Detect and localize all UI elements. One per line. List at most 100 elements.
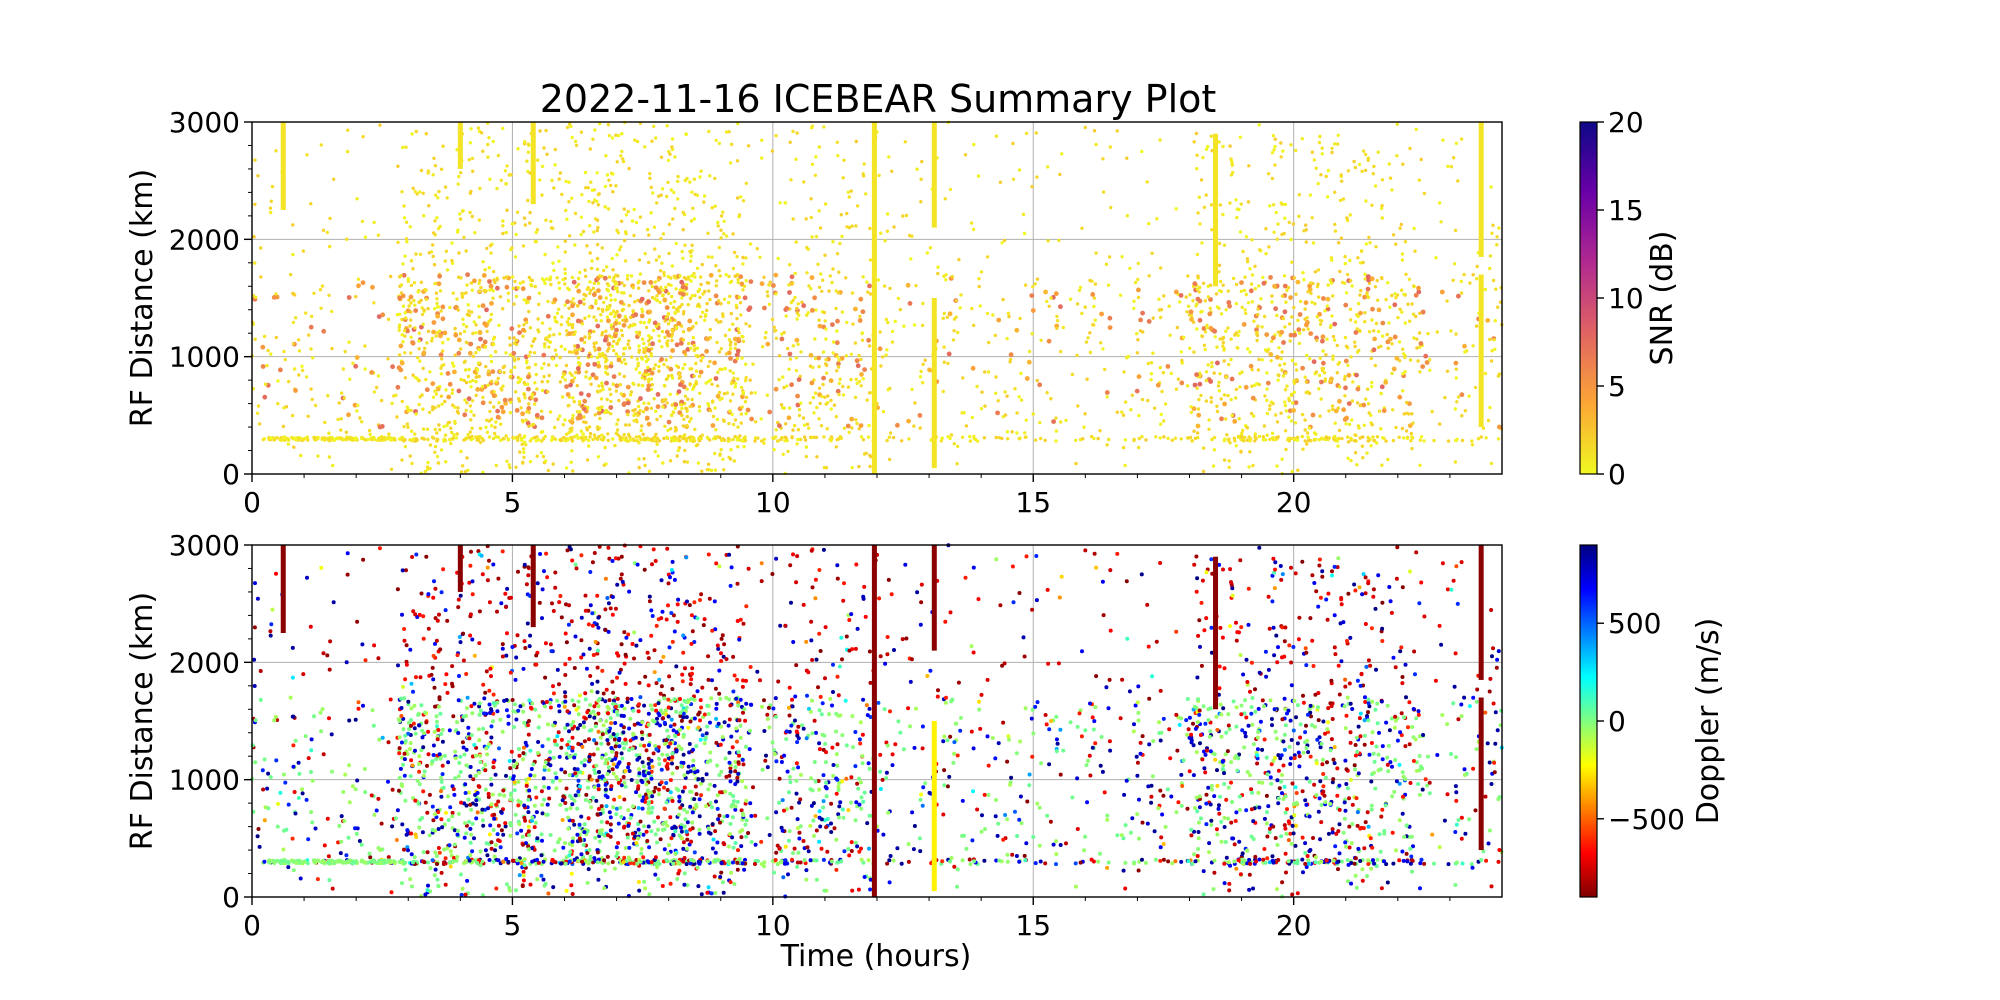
data-point — [1288, 339, 1292, 343]
data-point — [496, 153, 501, 158]
data-point — [1418, 311, 1422, 315]
chart-title: 2022-11-16 ICEBEAR Summary Plot — [540, 77, 1217, 121]
data-point — [1274, 210, 1279, 215]
data-point — [612, 348, 616, 353]
data-point — [400, 317, 404, 322]
data-point — [618, 299, 624, 305]
data-point — [688, 367, 692, 371]
data-point — [675, 325, 679, 330]
data-point — [1360, 444, 1365, 448]
data-point — [795, 311, 799, 315]
data-point — [734, 274, 738, 278]
data-point — [557, 307, 561, 311]
data-point — [869, 455, 873, 459]
data-point — [1446, 164, 1450, 169]
data-point — [1372, 164, 1376, 169]
data-point — [1017, 395, 1021, 399]
data-point — [728, 294, 732, 299]
colorbar-tick-label: 20 — [1608, 106, 1644, 139]
data-point — [972, 436, 976, 440]
data-point — [545, 313, 551, 319]
data-point — [1323, 309, 1327, 313]
data-point — [428, 370, 432, 374]
data-point — [500, 549, 505, 554]
data-point — [1033, 282, 1037, 286]
data-point — [971, 227, 976, 232]
data-point — [1382, 828, 1387, 833]
data-point — [506, 291, 511, 295]
data-point — [584, 186, 588, 190]
data-point — [386, 317, 391, 321]
data-point — [1325, 296, 1331, 302]
data-point — [431, 329, 436, 335]
data-point — [1366, 277, 1371, 283]
data-point — [655, 404, 661, 410]
data-point — [703, 318, 707, 322]
data-point — [1416, 712, 1421, 717]
data-point — [748, 378, 752, 382]
data-point — [680, 249, 684, 254]
data-point — [469, 281, 474, 285]
data-point — [840, 807, 845, 812]
data-point — [420, 306, 424, 310]
data-point — [508, 343, 512, 347]
data-point — [691, 387, 695, 392]
data-point — [569, 124, 573, 129]
data-point — [665, 401, 669, 405]
data-point — [1332, 436, 1336, 440]
data-point — [1314, 432, 1318, 436]
data-point — [516, 357, 521, 361]
data-point — [1396, 315, 1400, 320]
data-point — [685, 414, 689, 419]
data-point — [1417, 331, 1422, 335]
data-point — [1274, 413, 1278, 417]
data-point — [636, 413, 640, 418]
data-point — [1229, 157, 1233, 161]
data-point — [1221, 283, 1225, 287]
data-point — [1395, 154, 1399, 158]
colorbar-tick-label: 5 — [1608, 370, 1626, 403]
data-point — [1245, 257, 1250, 261]
data-point — [459, 470, 464, 474]
data-point — [853, 395, 858, 400]
data-point — [1219, 839, 1224, 844]
data-point — [593, 375, 599, 381]
data-point — [453, 419, 457, 424]
data-point — [993, 333, 997, 338]
data-point — [985, 311, 990, 316]
data-point — [548, 327, 552, 331]
data-point — [1234, 282, 1239, 287]
data-point — [588, 854, 593, 859]
data-point — [683, 362, 687, 367]
data-point — [1255, 330, 1259, 335]
data-point — [571, 279, 577, 285]
data-point — [994, 375, 998, 379]
data-point — [831, 351, 835, 355]
data-point — [1405, 400, 1409, 405]
data-point — [890, 169, 894, 173]
data-point — [774, 134, 778, 138]
data-point — [598, 122, 602, 126]
data-point — [439, 309, 443, 313]
data-point — [607, 178, 611, 182]
data-point — [497, 401, 501, 405]
data-point — [1333, 229, 1338, 233]
data-point — [724, 130, 729, 134]
data-point — [276, 379, 280, 383]
data-point — [715, 417, 720, 422]
data-point — [637, 383, 641, 387]
data-point — [1023, 283, 1028, 287]
data-point — [1088, 331, 1092, 335]
data-point — [1318, 134, 1322, 139]
data-point — [1202, 343, 1207, 347]
data-point — [596, 427, 600, 432]
data-point — [427, 833, 432, 838]
data-point — [410, 132, 414, 136]
data-point — [538, 129, 542, 133]
data-point — [1128, 266, 1132, 271]
data-point — [1320, 152, 1325, 156]
data-point — [676, 448, 680, 453]
data-point — [765, 816, 770, 821]
data-point — [1179, 772, 1184, 777]
data-point — [549, 282, 553, 287]
